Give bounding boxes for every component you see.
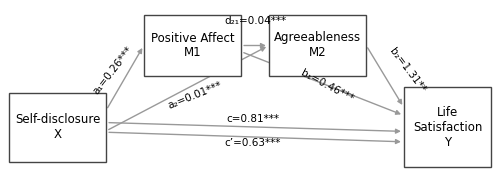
Text: Life
Satisfaction
Y: Life Satisfaction Y — [413, 106, 482, 149]
FancyBboxPatch shape — [404, 87, 491, 167]
Text: c=0.81***: c=0.81*** — [226, 114, 279, 124]
Text: a₂=0.01***: a₂=0.01*** — [166, 80, 224, 111]
FancyBboxPatch shape — [144, 15, 241, 76]
Text: a₁=0.26***: a₁=0.26*** — [90, 44, 134, 96]
Text: Agreeableness
M2: Agreeableness M2 — [274, 31, 361, 60]
Text: Positive Affect
M1: Positive Affect M1 — [150, 31, 234, 60]
Text: c’=0.63***: c’=0.63*** — [224, 138, 280, 148]
Text: b₂=1.31**: b₂=1.31** — [388, 46, 428, 94]
Text: Self-disclosure
X: Self-disclosure X — [15, 113, 100, 141]
FancyBboxPatch shape — [269, 15, 366, 76]
FancyBboxPatch shape — [9, 93, 106, 162]
Text: b₁=0.46***: b₁=0.46*** — [300, 68, 356, 104]
Text: d₂₁=0.04***: d₂₁=0.04*** — [224, 16, 286, 26]
